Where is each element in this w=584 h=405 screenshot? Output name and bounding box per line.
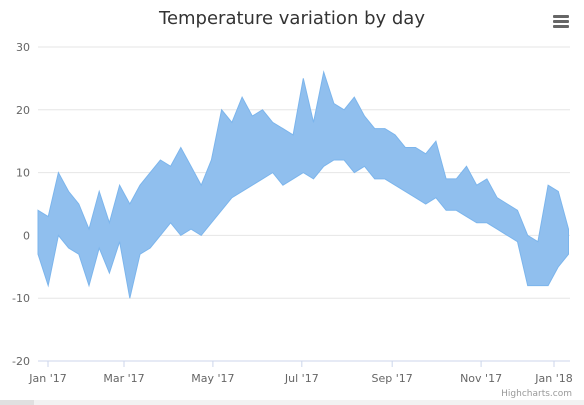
- y-tick-label: 0: [23, 229, 30, 242]
- temperature-range-area[interactable]: [37, 70, 569, 299]
- x-tick-label: Nov '17: [460, 372, 502, 385]
- x-tick-label: May '17: [191, 372, 234, 385]
- menu-icon-bar-bottom: [553, 25, 569, 28]
- y-tick-label: 10: [16, 167, 30, 180]
- x-tick-label: Jan '17: [28, 372, 66, 385]
- menu-icon-bar-top: [553, 15, 569, 18]
- y-tick-label: 20: [16, 104, 30, 117]
- navigator-handle[interactable]: [0, 400, 34, 405]
- credits-link[interactable]: Highcharts.com: [501, 389, 572, 399]
- x-tick-label: Sep '17: [372, 372, 413, 385]
- navigator-scrollbar[interactable]: [0, 400, 584, 405]
- chart-title: Temperature variation by day: [158, 8, 425, 29]
- context-menu-button[interactable]: [553, 15, 569, 28]
- x-tick-label: Jan '18: [534, 372, 572, 385]
- x-axis-labels: Jan '17 Mar '17 May '17 Jul '17 Sep '17 Nov '…: [28, 361, 573, 385]
- y-tick-label: -20: [12, 355, 30, 368]
- y-tick-label: -10: [12, 292, 30, 305]
- y-axis-labels: 30 20 10 0 -10 -20: [12, 41, 30, 368]
- menu-icon-bar-middle: [553, 20, 569, 23]
- x-tick-label: Jul '17: [284, 372, 319, 385]
- y-tick-label: 30: [16, 41, 30, 54]
- x-tick-label: Mar '17: [103, 372, 144, 385]
